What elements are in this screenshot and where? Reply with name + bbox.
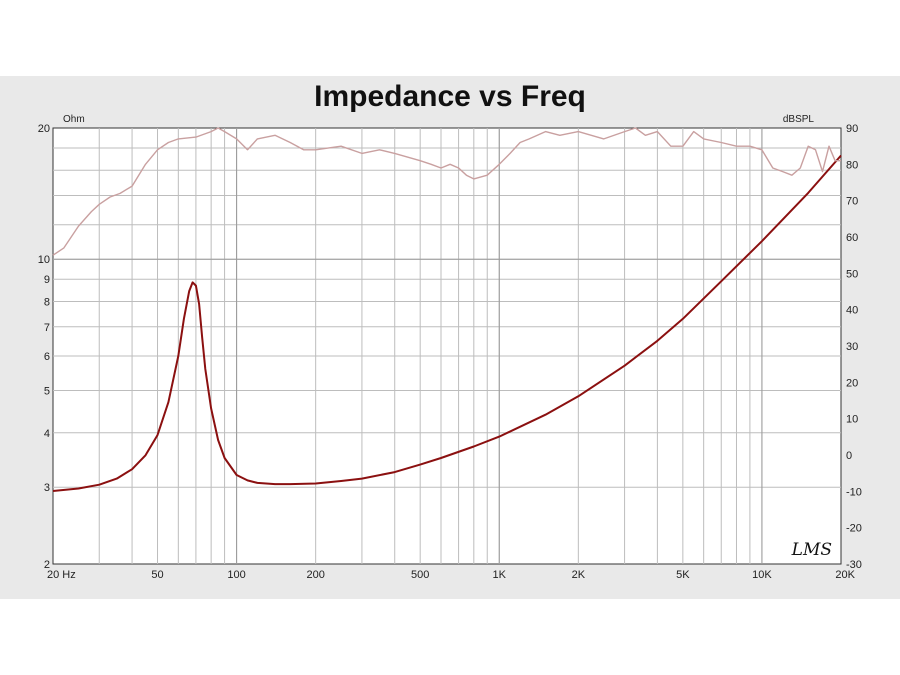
left-tick-label: 6: [44, 351, 50, 363]
left-axis-unit: Ohm: [63, 114, 85, 125]
x-tick-label: 20K: [835, 569, 855, 581]
right-tick-label: 10: [846, 414, 858, 426]
right-tick-label: -10: [846, 486, 862, 498]
data-series: [52, 127, 842, 492]
left-tick-label: 7: [44, 322, 50, 334]
chart-title: Impedance vs Freq: [314, 80, 586, 113]
left-tick-label: 10: [38, 254, 50, 266]
x-tick-label: 2K: [572, 569, 586, 581]
right-tick-label: 90: [846, 123, 858, 135]
x-tick-label: 5K: [676, 569, 690, 581]
x-tick-label: 100: [227, 569, 245, 581]
x-tick-label: 10K: [752, 569, 772, 581]
right-tick-label: 80: [846, 159, 858, 171]
grid-lines: [53, 128, 841, 564]
x-tick-label: 20 Hz: [47, 569, 76, 581]
left-tick-label: 3: [44, 482, 50, 494]
x-tick-label: 500: [411, 569, 429, 581]
x-tick-label: 200: [306, 569, 324, 581]
left-tick-label: 8: [44, 297, 50, 309]
right-tick-label: 70: [846, 196, 858, 208]
right-tick-label: -20: [846, 523, 862, 535]
impedance-curve: [52, 154, 842, 492]
left-tick-label: 5: [44, 385, 50, 397]
x-tick-label: 50: [151, 569, 163, 581]
spl-curve: [52, 127, 841, 256]
right-tick-label: 50: [846, 268, 858, 280]
right-tick-label: 60: [846, 232, 858, 244]
right-tick-label: 30: [846, 341, 858, 353]
lms-watermark: LMS: [791, 540, 832, 560]
plot-area: [52, 127, 842, 565]
axis-labels: 20 Hz 50 100 200 500 1K 2K 5K 10K 20K234567891020…: [38, 123, 862, 581]
right-tick-label: 40: [846, 305, 858, 317]
right-tick-label: 20: [846, 377, 858, 389]
left-tick-label: 4: [44, 428, 50, 440]
right-axis-unit: dBSPL: [783, 114, 815, 125]
left-tick-label: 2: [44, 559, 50, 571]
left-tick-label: 9: [44, 274, 50, 286]
x-tick-label: 1K: [493, 569, 507, 581]
right-tick-label: -30: [846, 559, 862, 571]
right-tick-label: 0: [846, 450, 852, 462]
left-tick-label: 20: [38, 123, 50, 135]
